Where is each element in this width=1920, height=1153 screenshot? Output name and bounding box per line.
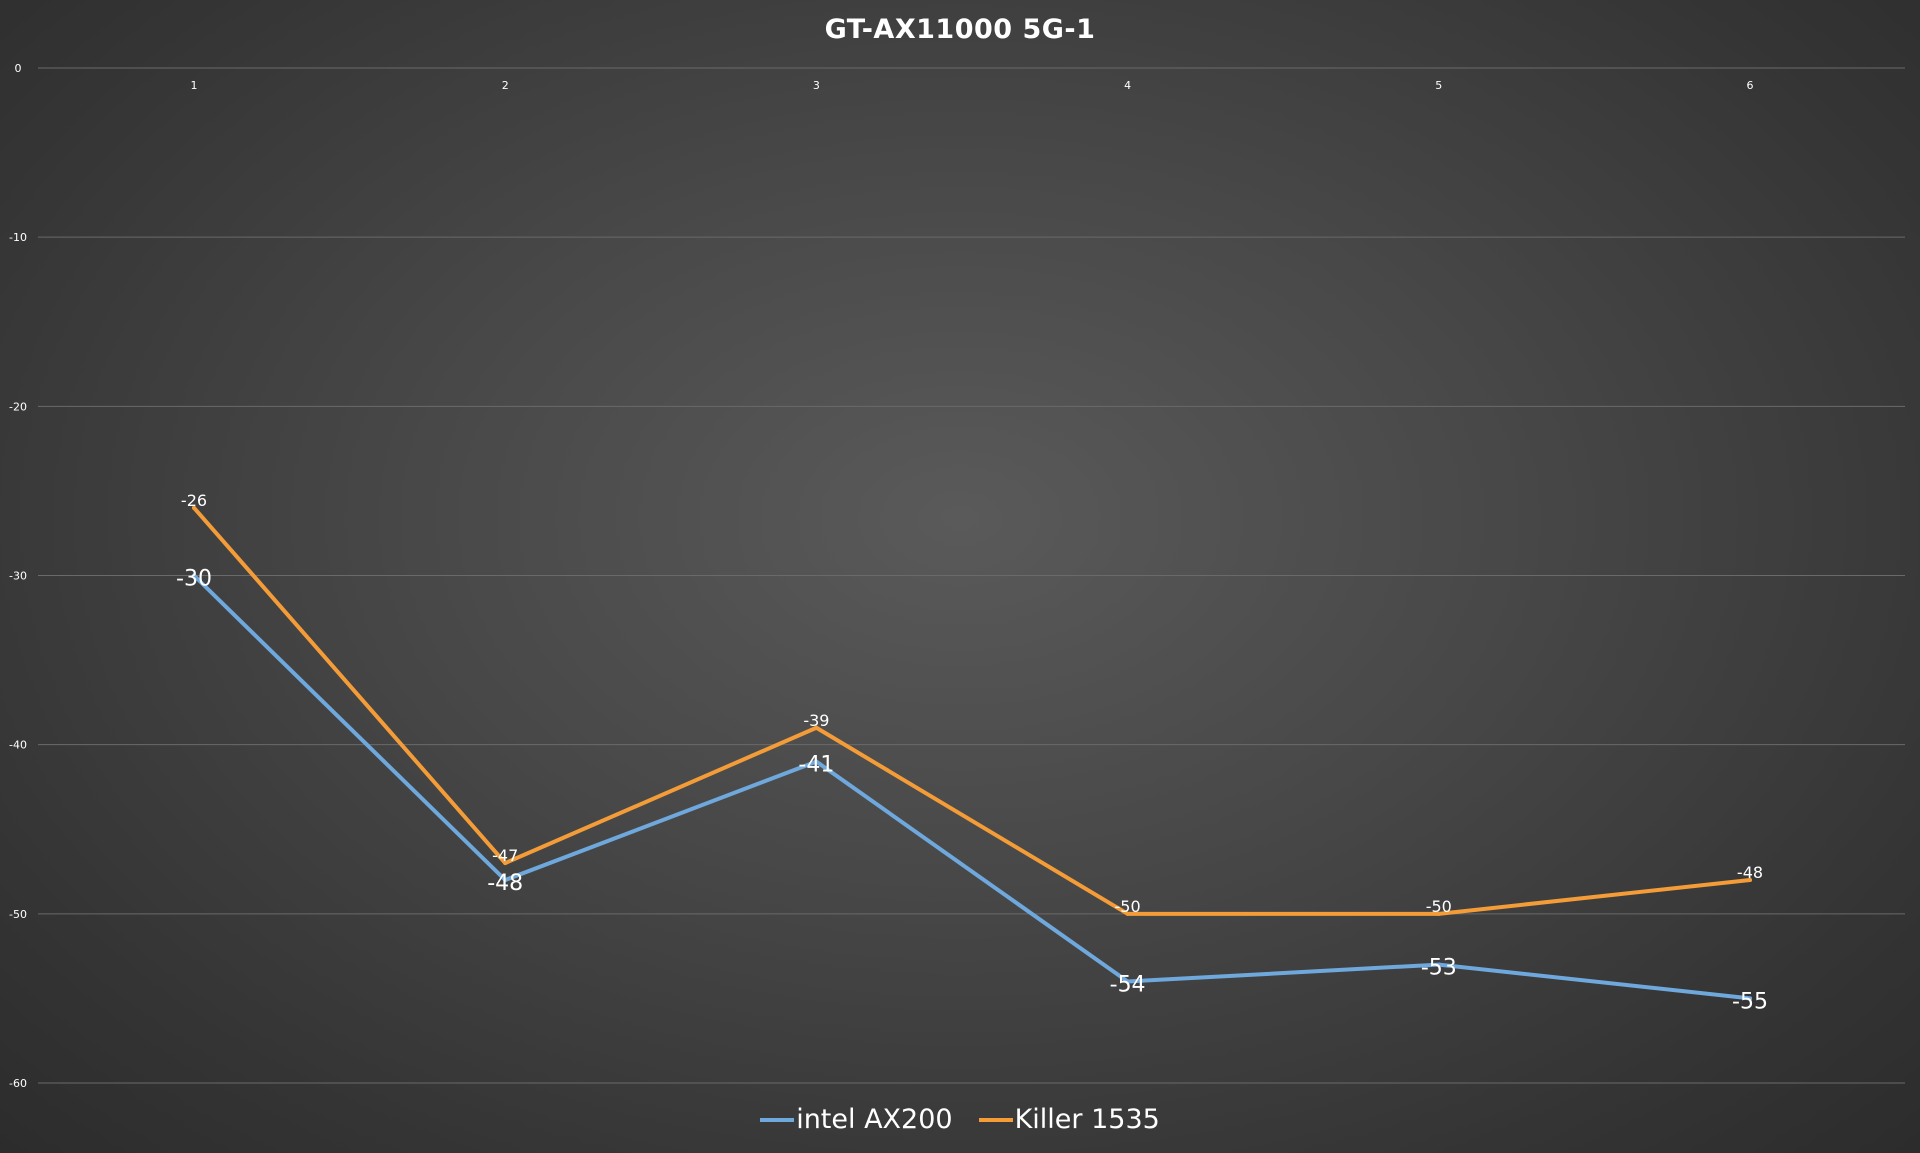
y-tick-label-5: -50 — [9, 908, 27, 921]
series-1-data-label-1: -47 — [492, 846, 518, 865]
legend-entry-killer: Killer 1535 — [978, 1104, 1160, 1135]
series-0-point-1 — [503, 878, 508, 882]
series-1-data-label-3: -50 — [1115, 897, 1141, 916]
x-tick-label-3: 4 — [1124, 79, 1131, 92]
chart-title: GT-AX11000 5G-1 — [824, 14, 1096, 45]
series-0-point-2 — [814, 759, 819, 764]
y-tick-label-3: -30 — [9, 570, 27, 583]
x-tick-label-1: 2 — [502, 79, 509, 92]
series-0-data-label-2: -41 — [798, 753, 834, 778]
series-0-point-4 — [1436, 962, 1441, 967]
x-tick-label-0: 1 — [191, 79, 198, 92]
x-tick-label-4: 5 — [1435, 79, 1442, 92]
series-1-data-label-2: -39 — [803, 711, 829, 730]
y-tick-label-1: -10 — [9, 231, 27, 244]
series-1-data-label-0: -26 — [181, 491, 207, 510]
series-0-data-label-4: -53 — [1421, 956, 1457, 981]
series-1-point-4 — [1436, 911, 1441, 916]
y-tick-label-4: -40 — [9, 739, 27, 752]
series-0-data-label-1: -48 — [487, 871, 523, 896]
series-0-data-label-0: -30 — [176, 567, 212, 592]
series-1-data-label-4: -50 — [1426, 897, 1452, 916]
y-tick-label-2: -20 — [9, 400, 27, 413]
legend: intel AX200 Killer 1535 — [0, 1104, 1920, 1135]
legend-swatch-intel — [760, 1117, 795, 1122]
series-line-0 — [192, 573, 1752, 1001]
legend-label-intel: intel AX200 — [796, 1104, 953, 1135]
x-tick-label-2: 3 — [813, 79, 820, 92]
series-1-point-0 — [192, 505, 196, 510]
legend-label-killer: Killer 1535 — [1014, 1104, 1160, 1135]
series-0-point-5 — [1748, 996, 1752, 1001]
series-1-point-3 — [1125, 911, 1130, 916]
y-tick-label-0: 0 — [15, 62, 22, 75]
series-1-point-5 — [1748, 878, 1752, 882]
legend-entry-intel: intel AX200 — [760, 1104, 953, 1135]
series-1-point-1 — [503, 861, 508, 866]
series-0-data-label-5: -55 — [1732, 989, 1768, 1014]
y-tick-label-6: -60 — [9, 1077, 27, 1090]
series-0-point-0 — [192, 573, 196, 578]
series-1-data-label-5: -48 — [1737, 863, 1763, 882]
x-tick-label-5: 6 — [1747, 79, 1754, 92]
legend-swatch-killer — [978, 1117, 1013, 1122]
series-0-point-3 — [1125, 979, 1130, 984]
series-0-data-label-3: -54 — [1110, 973, 1146, 998]
series-1-point-2 — [814, 725, 819, 730]
series-line-1 — [192, 505, 1752, 916]
